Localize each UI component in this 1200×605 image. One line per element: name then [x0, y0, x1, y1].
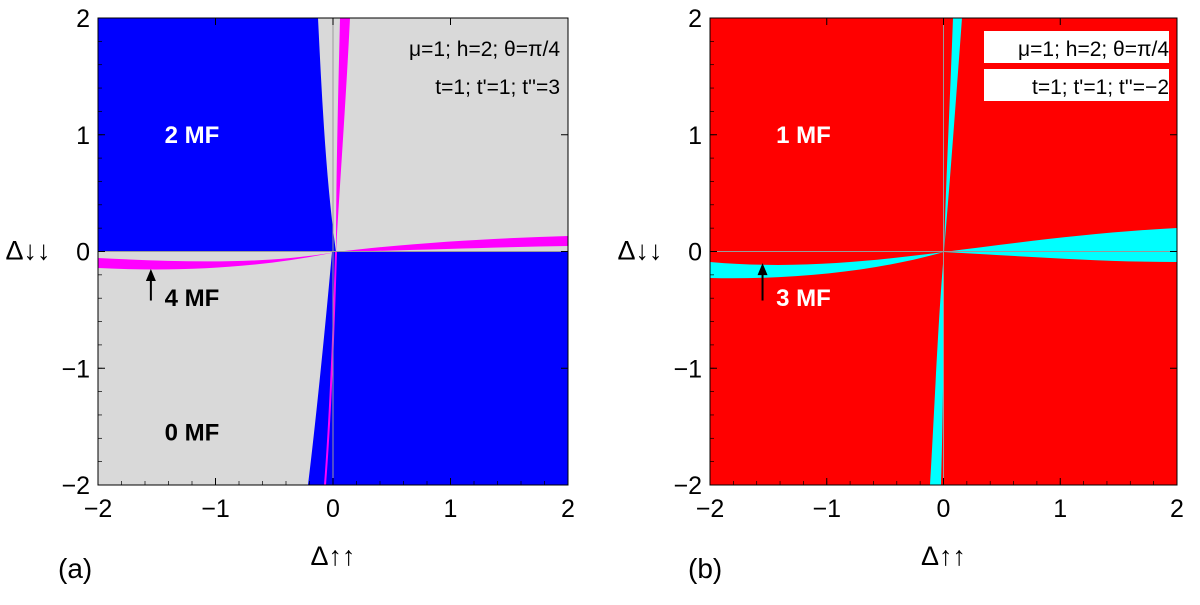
x-tick-label: −2: [696, 495, 725, 523]
panel-a-magenta-sliver: [324, 251, 337, 486]
panel-a-region-4mf-horizontal: [98, 236, 568, 270]
param-text: t=1; t'=1; t''=−2: [1032, 76, 1169, 99]
x-tick-label: 1: [1053, 495, 1067, 523]
y-tick-label: 2: [688, 5, 702, 33]
panel-a-blue-sliver: [308, 251, 340, 486]
param-text: μ=1; h=2; θ=π/4: [1018, 38, 1169, 61]
panel-b-region-3mf-vertical-top: [944, 18, 962, 252]
y-axis-label: Δ↓↓: [5, 236, 50, 266]
x-axis-label: Δ↑↑: [921, 541, 966, 571]
y-axis-label: Δ↓↓: [617, 236, 662, 266]
y-tick-label: 1: [76, 122, 90, 150]
x-tick-label: 2: [1170, 495, 1184, 523]
x-tick-label: 2: [561, 495, 575, 523]
y-tick-label: 0: [76, 239, 90, 267]
region-label: 3 MF: [776, 285, 831, 312]
y-tick-label: −1: [61, 355, 90, 383]
x-axis-label: Δ↑↑: [310, 541, 355, 571]
param-box: [984, 31, 1169, 63]
y-tick-label: −2: [61, 472, 90, 500]
param-text: t=1; t'=1; t''=3: [435, 76, 560, 99]
x-tick-label: −1: [812, 495, 841, 523]
x-tick-label: 1: [444, 495, 458, 523]
panel-a-region-4mf-vertical: [336, 18, 350, 252]
panel-label: (a): [58, 553, 92, 584]
panel-a-region-2mf-upper: [98, 18, 336, 252]
y-tick-label: −2: [673, 472, 702, 500]
y-tick-label: 0: [688, 239, 702, 267]
panel-label: (b): [688, 553, 722, 584]
arrow-head: [757, 263, 768, 276]
param-text: μ=1; h=2; θ=π/4: [409, 38, 560, 61]
panel-a-region-2mf-lower: [310, 252, 568, 485]
panel-b-region-3mf-vertical-bottom: [930, 252, 944, 485]
x-tick-label: −1: [201, 495, 230, 523]
y-tick-label: 1: [688, 122, 702, 150]
param-box: [984, 69, 1169, 101]
region-label: 1 MF: [776, 122, 831, 149]
y-tick-label: 2: [76, 5, 90, 33]
x-tick-label: −2: [84, 495, 113, 523]
arrow-head: [145, 269, 156, 282]
y-tick-label: −1: [673, 355, 702, 383]
panel-b-region-3mf-horizontal: [710, 228, 1177, 279]
x-tick-label: 0: [326, 495, 340, 523]
x-tick-label: 0: [937, 495, 951, 523]
region-label: 4 MF: [165, 285, 220, 312]
panel-a-overlay: −2−2 −1 −1 0 0 1 1 2 2 Δ↑↑ Δ↓↓ (a) μ=1; h=2; θ=π/4 t=…: [5, 5, 574, 584]
region-label: 0 MF: [165, 419, 220, 446]
panel-b-overlay: −2−2 −1 −1 0 0 1 1 2 2 Δ↑↑ Δ↓↓ (b) μ=1; h=2; θ=π/4 t=…: [617, 5, 1183, 584]
region-label: 2 MF: [165, 122, 220, 149]
